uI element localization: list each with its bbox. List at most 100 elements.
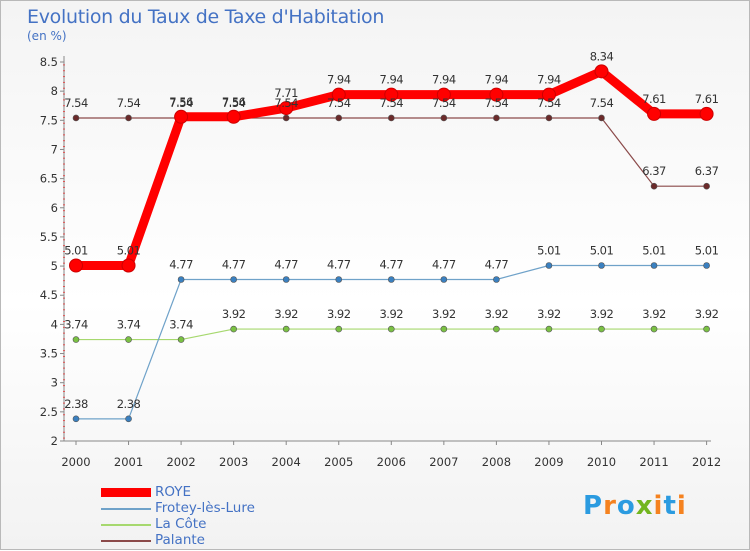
data-point xyxy=(125,336,132,343)
chart-title: Evolution du Taux de Taxe d'Habitation xyxy=(27,6,385,28)
data-label: 5.01 xyxy=(695,243,719,257)
data-label: 5.01 xyxy=(117,243,141,257)
data-label: 7.54 xyxy=(117,96,141,110)
data-point xyxy=(335,325,343,333)
x-tick-label: 2007 xyxy=(429,455,458,469)
data-label: 7.94 xyxy=(485,73,509,87)
y-tick-label: 7 xyxy=(51,142,58,156)
data-label: 3.74 xyxy=(117,318,141,332)
data-label: 7.61 xyxy=(642,92,666,106)
data-point xyxy=(598,325,605,333)
data-point xyxy=(331,87,346,102)
y-tick-label: 3 xyxy=(51,376,58,390)
data-point xyxy=(387,276,395,283)
data-label: 7.54 xyxy=(432,96,456,110)
x-tick-label: 2002 xyxy=(166,455,195,469)
data-point xyxy=(493,325,500,333)
data-label: 4.77 xyxy=(379,257,403,271)
data-point xyxy=(387,325,395,333)
logo-letter: t xyxy=(663,491,677,521)
data-point xyxy=(440,114,448,122)
data-point xyxy=(545,114,553,122)
data-point xyxy=(387,114,395,122)
data-point xyxy=(121,258,136,273)
data-point xyxy=(703,262,710,269)
y-tick-label: 4.5 xyxy=(40,288,58,302)
y-tick-label: 6 xyxy=(51,201,58,215)
data-label: 7.54 xyxy=(590,96,614,110)
data-point xyxy=(226,109,241,124)
data-label: 3.74 xyxy=(64,318,88,332)
x-tick-label: 2012 xyxy=(692,455,721,469)
data-label: 7.54 xyxy=(64,96,88,110)
data-point xyxy=(703,325,710,333)
y-tick-label: 2.5 xyxy=(40,405,58,419)
data-label: 4.77 xyxy=(222,257,246,271)
data-label: 7.71 xyxy=(274,86,298,100)
data-point xyxy=(598,114,605,122)
data-point xyxy=(335,114,343,122)
data-label: 6.37 xyxy=(642,164,666,178)
data-point xyxy=(598,262,605,269)
data-label: 7.54 xyxy=(485,96,509,110)
data-point xyxy=(72,336,80,343)
series-line xyxy=(76,264,707,420)
legend-swatch-roye xyxy=(101,488,151,497)
data-point xyxy=(279,101,294,116)
data-label: 7.54 xyxy=(379,96,403,110)
data-label: 7.94 xyxy=(432,73,456,87)
data-label: 3.92 xyxy=(485,307,509,321)
data-point xyxy=(69,258,83,273)
data-label: 3.92 xyxy=(222,307,246,321)
y-tick-label: 7.5 xyxy=(40,113,58,127)
data-point xyxy=(699,106,714,121)
data-label: 8.34 xyxy=(590,49,614,63)
legend-label-roye: ROYE xyxy=(155,484,192,500)
y-tick-label: 2 xyxy=(51,434,58,448)
data-point xyxy=(703,182,710,190)
data-label: 2.38 xyxy=(64,397,88,411)
legend-swatch-palante xyxy=(101,540,151,542)
data-label: 3.92 xyxy=(379,307,403,321)
x-tick-label: 2010 xyxy=(587,455,616,469)
data-label: 4.77 xyxy=(327,257,351,271)
data-label: 3.92 xyxy=(537,307,561,321)
logo-letter: i xyxy=(676,491,687,521)
data-point xyxy=(230,325,237,333)
data-label: 7.54 xyxy=(327,96,351,110)
x-tick-label: 2011 xyxy=(639,455,668,469)
data-label: 4.77 xyxy=(274,257,298,271)
data-label: 3.74 xyxy=(169,318,193,332)
data-point xyxy=(436,87,451,102)
data-label: 3.92 xyxy=(695,307,719,321)
proxiti-logo: Proxiti xyxy=(583,491,687,521)
y-tick-label: 8.5 xyxy=(40,55,58,69)
data-label: 3.92 xyxy=(327,307,351,321)
legend-label-frotey: Frotey-lès-Lure xyxy=(155,500,255,516)
data-label: 7.56 xyxy=(169,95,193,109)
data-label: 7.56 xyxy=(222,95,246,109)
data-label: 7.54 xyxy=(169,96,193,110)
data-point xyxy=(230,276,237,283)
data-label: 5.01 xyxy=(64,243,88,257)
chart-subtitle: (en %) xyxy=(27,29,67,43)
data-label: 2.38 xyxy=(117,397,141,411)
y-tick-label: 5 xyxy=(51,259,58,273)
data-point xyxy=(335,276,343,283)
data-label: 5.01 xyxy=(590,243,614,257)
x-tick-label: 2008 xyxy=(482,455,511,469)
data-point xyxy=(650,325,658,333)
x-tick-label: 2003 xyxy=(219,455,248,469)
data-point xyxy=(282,114,290,122)
y-tick-label: 8 xyxy=(51,84,58,98)
data-label: 7.61 xyxy=(695,92,719,106)
data-point xyxy=(594,64,609,79)
data-label: 5.01 xyxy=(537,243,561,257)
data-point xyxy=(282,276,290,283)
legend-label-la-cote: La Côte xyxy=(155,516,207,532)
data-label: 7.94 xyxy=(537,73,561,87)
data-label: 7.54 xyxy=(537,96,561,110)
data-point xyxy=(489,87,504,102)
